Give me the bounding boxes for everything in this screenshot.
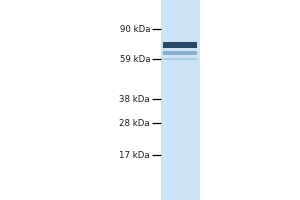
Text: 38 kDa: 38 kDa [119, 95, 150, 104]
Bar [163, 42, 197, 48]
Bar [163, 51, 197, 55]
Text: 17 kDa: 17 kDa [119, 150, 150, 160]
Bar [160, 0, 200, 200]
Bar [163, 58, 197, 60]
Text: 28 kDa: 28 kDa [119, 118, 150, 128]
Text: 59 kDa: 59 kDa [119, 54, 150, 64]
Text: 90 kDa: 90 kDa [119, 24, 150, 33]
